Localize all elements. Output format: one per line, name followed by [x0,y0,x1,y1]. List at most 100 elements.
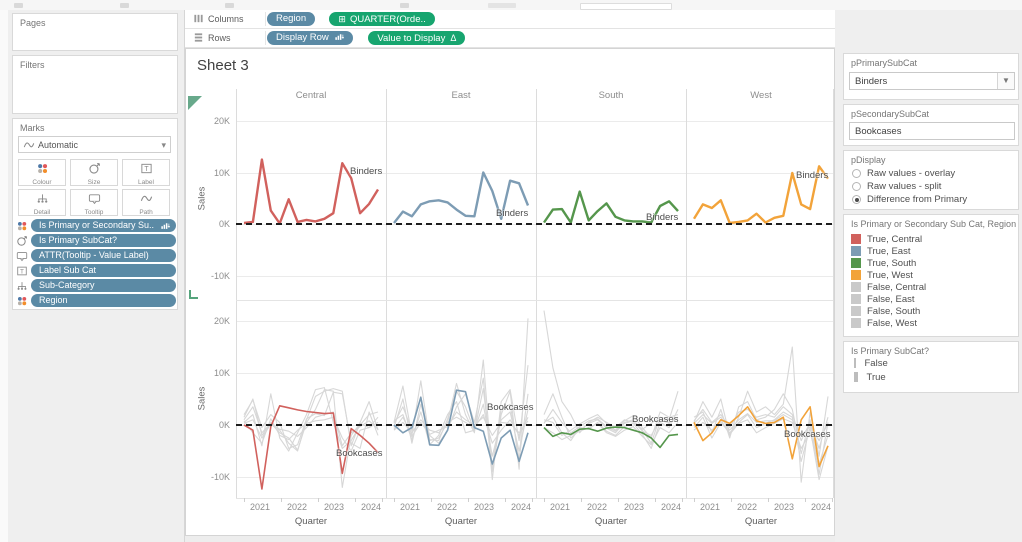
x-tick-label: 2024 [660,502,682,512]
marks-pill[interactable]: ATTR(Tooltip - Value Label) [31,249,176,262]
tooltip-icon [16,249,28,262]
gridline [236,275,833,277]
toolbar-control[interactable] [488,3,516,8]
legend-item[interactable]: False, Central [851,282,926,293]
axis-tick [731,498,732,502]
axis-tick [655,498,656,502]
secondary-subcat-input[interactable]: Bookcases [849,122,1015,140]
toolbar-control[interactable] [580,3,672,10]
legend-title: Is Primary or Secondary Sub Cat, Region [851,219,1017,229]
series-line[interactable] [393,171,530,224]
rows-shelf[interactable]: Rows Display Row Value to Display Δ [185,29,1022,48]
series-line[interactable] [393,389,529,465]
shelf-pill[interactable]: ⊞ QUARTER(Orde.. [329,12,435,26]
series-line[interactable] [243,391,379,449]
radio-icon[interactable] [852,182,861,191]
facet-panel-south [543,310,679,449]
radio-icon[interactable] [852,169,861,178]
columns-shelf-label: Columns [187,10,263,28]
shelf-pill[interactable]: Region [267,12,316,26]
axis-tick [281,498,282,502]
series-line[interactable] [543,408,679,436]
marks-pill[interactable]: Sub-Category [31,279,176,292]
axis-tick [544,498,545,502]
size-legend-item[interactable]: False [854,358,888,370]
mark-type-dropdown[interactable]: Automatic ▾ [18,136,171,153]
primary-subcat-dropdown[interactable]: Binders ▼ [849,72,1015,90]
series-label: Bookcases [784,429,831,440]
axis-tick [805,498,806,502]
legend-item[interactable]: True, West [851,270,913,281]
legend-item[interactable]: True, South [851,258,916,269]
series-line[interactable] [693,406,829,468]
line-mark-icon [19,140,38,150]
axis-tick [318,498,319,502]
mark-button-colour[interactable]: Colour [18,159,66,186]
toolbar-icon[interactable] [400,3,409,8]
facet-header-east[interactable]: East [451,90,471,101]
legend-item[interactable]: False, South [851,306,920,317]
y-tick-label: 10K [213,167,230,178]
axis-tick [832,498,833,502]
series-line[interactable] [393,411,529,437]
facet-header-west[interactable]: West [750,90,772,101]
marks-pill[interactable]: Region [31,294,176,307]
mark-button-label[interactable]: T Label [122,159,170,186]
series-line[interactable] [393,318,529,473]
shelf-pill[interactable]: Display Row [267,31,353,45]
radio-option[interactable]: Raw values - split [852,181,941,193]
size-legend-item[interactable]: True [854,372,886,384]
series-line[interactable] [543,422,679,446]
legend-item[interactable]: False, West [851,318,917,329]
toolbar-icon[interactable] [14,3,23,8]
mark-button-path[interactable]: Path [122,189,170,216]
axis-tick [581,498,582,502]
selection-corner-icon[interactable] [188,96,203,111]
legend-item[interactable]: True, Central [851,234,922,245]
shelf-pill[interactable]: Value to Display Δ [368,31,466,45]
series-line[interactable] [243,405,379,490]
toolbar-icon[interactable] [120,3,129,8]
marks-pill[interactable]: Is Primary or Secondary Su.. [31,219,176,232]
chevron-down-icon[interactable]: ▼ [997,73,1014,89]
legend-item[interactable]: False, East [851,294,915,305]
axis-tick [768,498,769,502]
series-line[interactable] [243,416,379,452]
series-line[interactable] [543,426,679,449]
series-line[interactable] [243,158,380,225]
series-line[interactable] [243,387,379,452]
axis-tick [505,498,506,502]
series-line[interactable] [543,190,679,224]
marks-pill[interactable]: Label Sub Cat [31,264,176,277]
y-tick-label: -10K [210,270,230,281]
series-line[interactable] [693,346,829,483]
radio-icon[interactable] [852,195,861,204]
mark-button-tooltip[interactable]: Tooltip [70,189,118,216]
series-label: Bookcases [632,414,679,425]
axis-tick [431,498,432,502]
svg-text:T: T [144,166,149,173]
filters-shelf[interactable]: Filters [12,55,178,114]
facet-header-central[interactable]: Central [295,90,327,101]
series-line[interactable] [243,388,379,452]
series-line[interactable] [393,365,529,481]
toolbar-icon[interactable] [225,3,234,8]
radio-option[interactable]: Raw values - overlay [852,168,955,180]
series-line[interactable] [692,165,829,225]
legend-item[interactable]: True, East [851,246,910,257]
size-icon [88,162,101,179]
mark-button-detail[interactable]: Detail [18,189,66,216]
facet-header-south[interactable]: South [598,90,624,101]
rows-icon [194,33,203,42]
gridline [236,172,833,174]
mark-button-size[interactable]: Size [70,159,118,186]
sheet-title: Sheet 3 [197,57,249,74]
pages-shelf[interactable]: Pages [12,13,178,51]
marks-pill[interactable]: Is Primary SubCat? [31,234,176,247]
series-label: Bookcases [487,402,534,413]
series-line[interactable] [693,393,829,475]
radio-option[interactable]: Difference from Primary [852,194,967,206]
columns-shelf[interactable]: Columns Region ⊞ QUARTER(Orde.. [185,10,1022,29]
x-axis-title: Quarter [444,516,478,527]
series-label: Bookcases [336,448,383,459]
